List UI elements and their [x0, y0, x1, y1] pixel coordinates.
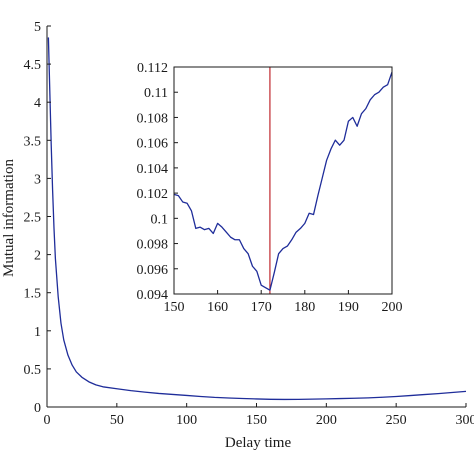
main-y-tick-label: 2	[34, 249, 41, 264]
main-y-tick-label: 0.5	[24, 363, 42, 378]
main-chart: 0 50 100 150 200 250 30000.511.522.533.544.55 …	[1, 20, 474, 451]
inset-x-tick-label: 200	[382, 300, 403, 315]
inset-axes: 150 160 170 180 190 200 0.094 0.096 0.098 0.1 0.10…	[137, 61, 403, 315]
main-x-tick-label: 200	[316, 413, 337, 428]
inset-plot-frame	[173, 66, 393, 295]
main-y-tick-label: 0	[34, 401, 41, 416]
inset-x-tick-label: 150	[164, 300, 185, 315]
main-x-tick-label: 0	[44, 413, 51, 428]
inset-y-tick-label: 0.11	[144, 86, 168, 101]
inset-x-tick-label: 160	[207, 300, 228, 315]
main-series-layer	[47, 37, 467, 401]
main-y-tick-label: 5	[34, 20, 41, 35]
inset-x-tick-label: 190	[338, 300, 359, 315]
inset-x-tick-label: 170	[251, 300, 272, 315]
inset-x-tick-label: 180	[294, 300, 315, 315]
inset-background	[174, 67, 392, 294]
inset-y-tick-label: 0.102	[137, 187, 169, 202]
main-y-tick-label: 4.5	[24, 58, 42, 73]
main-series-line	[47, 37, 467, 401]
main-y-tick-label: 3	[34, 172, 41, 187]
main-y-tick-label: 3.5	[24, 134, 42, 149]
main-y-tick-label: 2.5	[24, 211, 42, 226]
inset-y-tick-label: 0.1	[151, 212, 169, 227]
main-x-tick-label: 150	[246, 413, 267, 428]
main-x-tick-label: 250	[386, 413, 407, 428]
inset-y-tick-label: 0.104	[137, 162, 169, 177]
inset-y-tick-label: 0.098	[137, 238, 169, 253]
main-y-tick-label: 1.5	[24, 287, 42, 302]
x-axis-label: Delay time	[225, 435, 292, 451]
main-y-tick-label: 1	[34, 325, 41, 340]
inset-chart: 150 160 170 180 190 200 0.094 0.096 0.098 0.1 0.10…	[137, 61, 403, 315]
inset-y-tick-label: 0.112	[137, 61, 168, 76]
inset-y-tick-label: 0.096	[137, 263, 169, 278]
inset-y-tick-label: 0.094	[137, 288, 169, 303]
main-x-tick-label: 300	[456, 413, 474, 428]
main-y-tick-label: 4	[34, 96, 41, 111]
y-axis-label: Mutual information	[1, 159, 17, 277]
main-x-tick-label: 50	[110, 413, 124, 428]
inset-series-line	[173, 71, 393, 291]
inset-y-tick-label: 0.106	[137, 137, 169, 152]
inset-y-tick-label: 0.108	[137, 111, 169, 126]
inset-series-layer	[173, 67, 393, 294]
main-axes: 0 50 100 150 200 250 300 0 0.5 1 1.5 2 2.5 3 3.5 4 4.5 5	[24, 20, 474, 428]
main-x-tick-label: 100	[176, 413, 197, 428]
